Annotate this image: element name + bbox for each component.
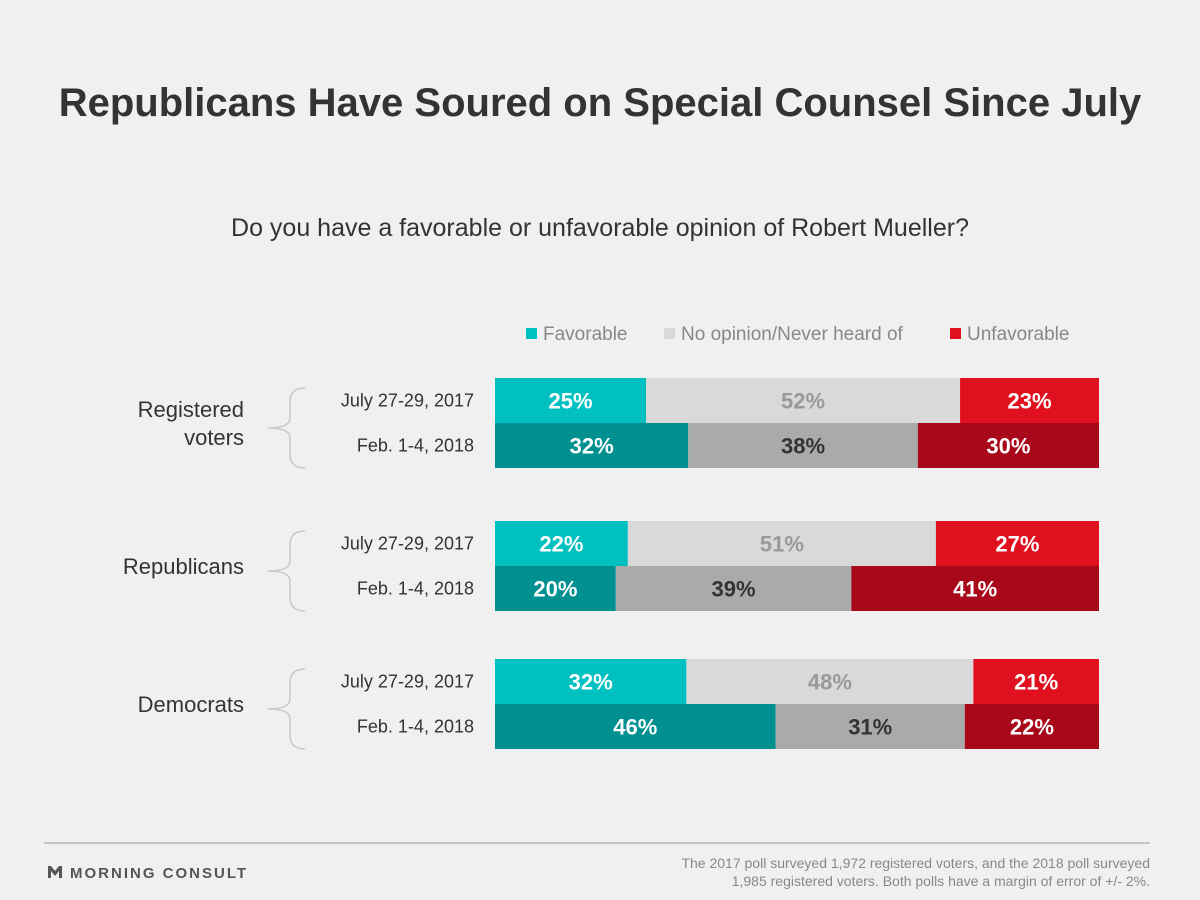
chart-subtitle: Do you have a favorable or unfavorable o…: [231, 214, 969, 242]
group-republicans: Republicans July 27-29, 2017 22% 51% 27% Feb.…: [123, 521, 1099, 612]
bar-republicans-july-27-29-2017-no-opinion-never-heard-of: [627, 521, 936, 566]
morning-consult-logo-icon: [48, 866, 62, 878]
bar-republicans-feb-1-4-2018-favorable: [495, 566, 616, 611]
legend-swatch-unfavorable: [950, 328, 961, 339]
period-label-registered-voters-july-27-29-2017: July 27-29, 2017: [341, 391, 474, 411]
bar-democrats-july-27-29-2017-unfavorable: [973, 659, 1099, 704]
legend-label-favorable: Favorable: [543, 324, 628, 345]
data-label-republicans-july-27-29-2017-no-opinion-never-heard-of: 51%: [760, 532, 804, 557]
bar-republicans-feb-1-4-2018-no-opinion-never-heard-of: [615, 566, 852, 611]
bar-registered-voters-feb-1-4-2018-unfavorable: [917, 423, 1099, 468]
data-label-democrats-feb-1-4-2018-unfavorable: 22%: [1010, 715, 1054, 740]
period-label-democrats-july-27-29-2017: July 27-29, 2017: [341, 672, 474, 692]
legend-swatch-no-opinion-never-heard-of: [664, 328, 675, 339]
data-label-republicans-feb-1-4-2018-favorable: 20%: [533, 577, 577, 602]
period-label-republicans-july-27-29-2017: July 27-29, 2017: [341, 534, 474, 554]
legend: Favorable No opinion/Never heard of Unfavo…: [526, 324, 1069, 345]
group-label-registered-voters-line-2: voters: [184, 425, 244, 450]
period-label-democrats-feb-1-4-2018: Feb. 1-4, 2018: [357, 717, 474, 737]
bar-democrats-july-27-29-2017-favorable: [495, 659, 687, 704]
data-label-registered-voters-july-27-29-2017-no-opinion-never-heard-of: 52%: [781, 389, 825, 414]
group-label-registered-voters-line-1: Registered: [138, 397, 244, 422]
legend-swatch-favorable: [526, 328, 537, 339]
legend-label-no-opinion-never-heard-of: No opinion/Never heard of: [681, 324, 904, 345]
data-label-registered-voters-july-27-29-2017-favorable: 25%: [548, 389, 592, 414]
bar-democrats-feb-1-4-2018-no-opinion-never-heard-of: [775, 704, 965, 749]
data-label-democrats-july-27-29-2017-no-opinion-never-heard-of: 48%: [808, 670, 852, 695]
group-brace-registered-voters: [267, 387, 306, 469]
bar-republicans-july-27-29-2017-unfavorable: [935, 521, 1099, 566]
bar-democrats-feb-1-4-2018-unfavorable: [964, 704, 1099, 749]
footnote-line-2: 1,985 registered voters. Both polls have…: [732, 873, 1150, 889]
group-brace-democrats: [267, 668, 306, 750]
bar-registered-voters-feb-1-4-2018-favorable: [495, 423, 689, 468]
footnote-line-1: The 2017 poll surveyed 1,972 registered …: [681, 855, 1150, 871]
period-label-republicans-feb-1-4-2018: Feb. 1-4, 2018: [357, 579, 474, 599]
group-label-republicans: Republicans: [123, 554, 244, 579]
data-label-democrats-july-27-29-2017-unfavorable: 21%: [1014, 670, 1058, 695]
data-label-republicans-july-27-29-2017-favorable: 22%: [539, 532, 583, 557]
bar-republicans-feb-1-4-2018-unfavorable: [851, 566, 1099, 611]
bar-democrats-feb-1-4-2018-favorable: [495, 704, 776, 749]
bar-registered-voters-july-27-29-2017-unfavorable: [960, 378, 1099, 423]
period-label-registered-voters-feb-1-4-2018: Feb. 1-4, 2018: [357, 436, 474, 456]
chart-title: Republicans Have Soured on Special Couns…: [59, 81, 1142, 125]
group-brace-republicans: [267, 530, 306, 612]
group-democrats: Democrats July 27-29, 2017 32% 48% 21% Feb. 1…: [138, 659, 1099, 750]
data-label-registered-voters-feb-1-4-2018-unfavorable: 30%: [986, 434, 1030, 459]
data-label-registered-voters-feb-1-4-2018-favorable: 32%: [570, 434, 614, 459]
group-registered-voters: Registered voters July 27-29, 2017 25% 52% 23…: [138, 378, 1099, 469]
bar-registered-voters-feb-1-4-2018-no-opinion-never-heard-of: [688, 423, 918, 468]
bar-republicans-july-27-29-2017-favorable: [495, 521, 628, 566]
data-label-republicans-feb-1-4-2018-unfavorable: 41%: [953, 577, 997, 602]
bar-democrats-july-27-29-2017-no-opinion-never-heard-of: [686, 659, 974, 704]
data-label-democrats-feb-1-4-2018-no-opinion-never-heard-of: 31%: [848, 715, 892, 740]
plot-area: Registered voters July 27-29, 2017 25% 52% 23…: [123, 378, 1099, 750]
legend-label-unfavorable: Unfavorable: [967, 324, 1069, 345]
data-label-registered-voters-july-27-29-2017-unfavorable: 23%: [1008, 389, 1052, 414]
bar-registered-voters-july-27-29-2017-no-opinion-never-heard-of: [646, 378, 961, 423]
brand-name: MORNING CONSULT: [70, 865, 248, 882]
group-label-democrats: Democrats: [138, 692, 244, 717]
data-label-democrats-july-27-29-2017-favorable: 32%: [569, 670, 613, 695]
data-label-republicans-feb-1-4-2018-no-opinion-never-heard-of: 39%: [712, 577, 756, 602]
bar-registered-voters-july-27-29-2017-favorable: [495, 378, 646, 423]
data-label-republicans-july-27-29-2017-unfavorable: 27%: [995, 532, 1039, 557]
data-label-democrats-feb-1-4-2018-favorable: 46%: [613, 715, 657, 740]
data-label-registered-voters-feb-1-4-2018-no-opinion-never-heard-of: 38%: [781, 434, 825, 459]
